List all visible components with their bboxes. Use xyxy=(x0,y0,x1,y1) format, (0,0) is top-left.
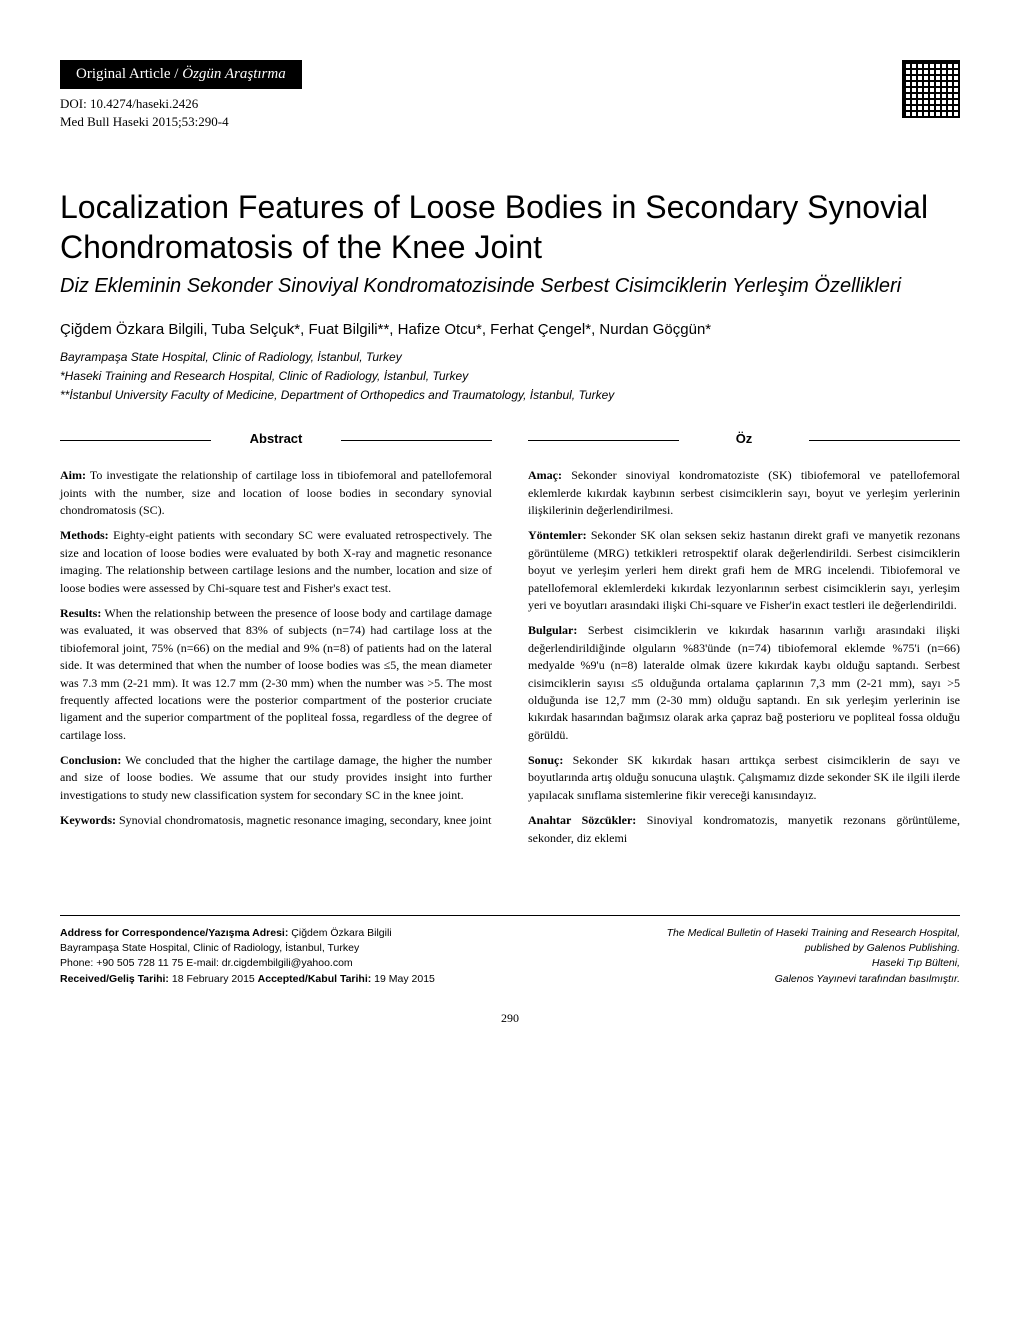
authors-list: Çiğdem Özkara Bilgili, Tuba Selçuk*, Fua… xyxy=(60,321,960,338)
conclusion-text: We concluded that the higher the cartila… xyxy=(60,753,492,802)
aim-label: Aim: xyxy=(60,468,86,482)
keywords-text: Synovial chondromatosis, magnetic resona… xyxy=(116,813,491,827)
affiliations-block: Bayrampaşa State Hospital, Clinic of Rad… xyxy=(60,348,960,404)
keywords-label: Keywords: xyxy=(60,813,116,827)
abstract-keywords-en: Keywords: Synovial chondromatosis, magne… xyxy=(60,812,492,829)
methods-label: Methods: xyxy=(60,528,109,542)
abstract-turkish-column: Öz Amaç: Sekonder sinoviyal kondromatozi… xyxy=(528,430,960,855)
abstract-conclusion-en: Conclusion: We concluded that the higher… xyxy=(60,752,492,804)
correspondence-contact: Phone: +90 505 728 11 75 E-mail: dr.cigd… xyxy=(60,956,585,971)
results-text: When the relationship between the presen… xyxy=(60,606,492,742)
correspondence-address: Bayrampaşa State Hospital, Clinic of Rad… xyxy=(60,941,585,956)
received-date: 18 February 2015 xyxy=(172,973,258,985)
abstract-results-tr: Bulgular: Serbest cisimciklerin ve kıkır… xyxy=(528,622,960,744)
methods-text-tr: Sekonder SK olan seksen sekiz hastanın d… xyxy=(528,528,960,612)
abstract-results-en: Results: When the relationship between t… xyxy=(60,605,492,744)
page-footer: Address for Correspondence/Yazışma Adres… xyxy=(60,915,960,987)
doi-block: DOI: 10.4274/haseki.2426 Med Bull Haseki… xyxy=(60,95,302,131)
correspondence-line: Address for Correspondence/Yazışma Adres… xyxy=(60,926,585,941)
abstract-columns: Abstract Aim: To investigate the relatio… xyxy=(60,430,960,855)
results-label-tr: Bulgular: xyxy=(528,623,577,637)
page-number: 290 xyxy=(60,1011,960,1026)
affiliation-line: Bayrampaşa State Hospital, Clinic of Rad… xyxy=(60,348,960,366)
results-text-tr: Serbest cisimciklerin ve kıkırdak hasarı… xyxy=(528,623,960,741)
header-row: Original Article / Özgün Araştırma DOI: … xyxy=(60,60,960,179)
qr-code-icon xyxy=(902,60,960,118)
abstract-english-column: Abstract Aim: To investigate the relatio… xyxy=(60,430,492,855)
publisher-line: Haseki Tıp Bülteni, xyxy=(585,956,960,971)
accepted-label: Accepted/Kabul Tarihi: xyxy=(258,973,375,985)
aim-text-tr: Sekonder sinoviyal kondromatoziste (SK) … xyxy=(528,468,960,517)
abstract-keywords-tr: Anahtar Sözcükler: Sinoviyal kondromatoz… xyxy=(528,812,960,847)
methods-label-tr: Yöntemler: xyxy=(528,528,587,542)
footer-publisher: The Medical Bulletin of Haseki Training … xyxy=(585,926,960,987)
article-type-italic: Özgün Araştırma xyxy=(182,66,286,82)
conclusion-label: Conclusion: xyxy=(60,753,121,767)
abstract-methods-tr: Yöntemler: Sekonder SK olan seksen sekiz… xyxy=(528,527,960,614)
doi-text: DOI: 10.4274/haseki.2426 xyxy=(60,95,302,113)
article-subtitle: Diz Ekleminin Sekonder Sinoviyal Kondrom… xyxy=(60,273,960,299)
abstract-heading-en: Abstract xyxy=(60,430,492,449)
abstract-heading-tr: Öz xyxy=(528,430,960,449)
footer-correspondence: Address for Correspondence/Yazışma Adres… xyxy=(60,926,585,987)
publisher-line: Galenos Yayınevi tarafından basılmıştır. xyxy=(585,972,960,987)
results-label: Results: xyxy=(60,606,101,620)
correspondence-name: Çiğdem Özkara Bilgili xyxy=(291,927,391,939)
keywords-label-tr: Anahtar Sözcükler: xyxy=(528,813,636,827)
abstract-aim-tr: Amaç: Sekonder sinoviyal kondromatoziste… xyxy=(528,467,960,519)
article-title: Localization Features of Loose Bodies in… xyxy=(60,187,960,267)
article-type-label: Original Article / xyxy=(76,66,182,82)
affiliation-line: **İstanbul University Faculty of Medicin… xyxy=(60,386,960,404)
dates-line: Received/Geliş Tarihi: 18 February 2015 … xyxy=(60,972,585,987)
aim-text: To investigate the relationship of carti… xyxy=(60,468,492,517)
publisher-line: The Medical Bulletin of Haseki Training … xyxy=(585,926,960,941)
conclusion-label-tr: Sonuç: xyxy=(528,753,563,767)
received-label: Received/Geliş Tarihi: xyxy=(60,973,172,985)
accepted-date: 19 May 2015 xyxy=(374,973,435,985)
correspondence-label: Address for Correspondence/Yazışma Adres… xyxy=(60,927,291,939)
affiliation-line: *Haseki Training and Research Hospital, … xyxy=(60,367,960,385)
methods-text: Eighty-eight patients with secondary SC … xyxy=(60,528,492,594)
article-type-badge: Original Article / Özgün Araştırma xyxy=(60,60,302,89)
abstract-aim-en: Aim: To investigate the relationship of … xyxy=(60,467,492,519)
abstract-conclusion-tr: Sonuç: Sekonder SK kıkırdak hasarı arttı… xyxy=(528,752,960,804)
abstract-methods-en: Methods: Eighty-eight patients with seco… xyxy=(60,527,492,597)
citation-text: Med Bull Haseki 2015;53:290-4 xyxy=(60,113,302,131)
aim-label-tr: Amaç: xyxy=(528,468,562,482)
conclusion-text-tr: Sekonder SK kıkırdak hasarı arttıkça ser… xyxy=(528,753,960,802)
publisher-line: published by Galenos Publishing. xyxy=(585,941,960,956)
